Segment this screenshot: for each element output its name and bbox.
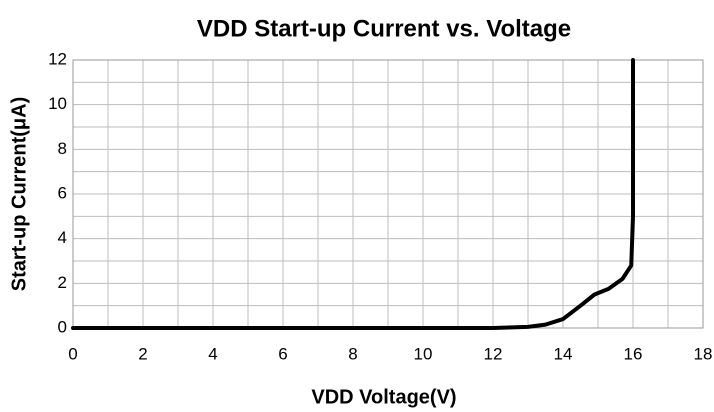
x-tick-label: 6 [278,344,287,363]
y-axis-label: Start-up Current(μA) [8,97,30,291]
x-tick-label: 18 [694,344,713,363]
y-tick-label: 0 [58,317,67,336]
y-tick-label: 6 [58,183,67,202]
x-tick-label: 12 [484,344,503,363]
y-tick-label: 10 [48,94,67,113]
data-line [71,58,635,330]
x-tick-label: 4 [208,344,217,363]
x-tick-label: 16 [624,344,643,363]
x-tick-label: 8 [348,344,357,363]
y-tick-label: 4 [58,228,67,247]
y-tick-label: 8 [58,139,67,158]
x-tick-label: 0 [68,344,77,363]
y-tick-label: 12 [48,49,67,68]
x-tick-label: 14 [554,344,573,363]
x-axis-label: VDD Voltage(V) [311,386,456,408]
x-tick-label: 2 [138,344,147,363]
y-tick-label: 2 [58,273,67,292]
chart-title: VDD Start-up Current vs. Voltage [197,15,571,42]
x-tick-label: 10 [414,344,433,363]
